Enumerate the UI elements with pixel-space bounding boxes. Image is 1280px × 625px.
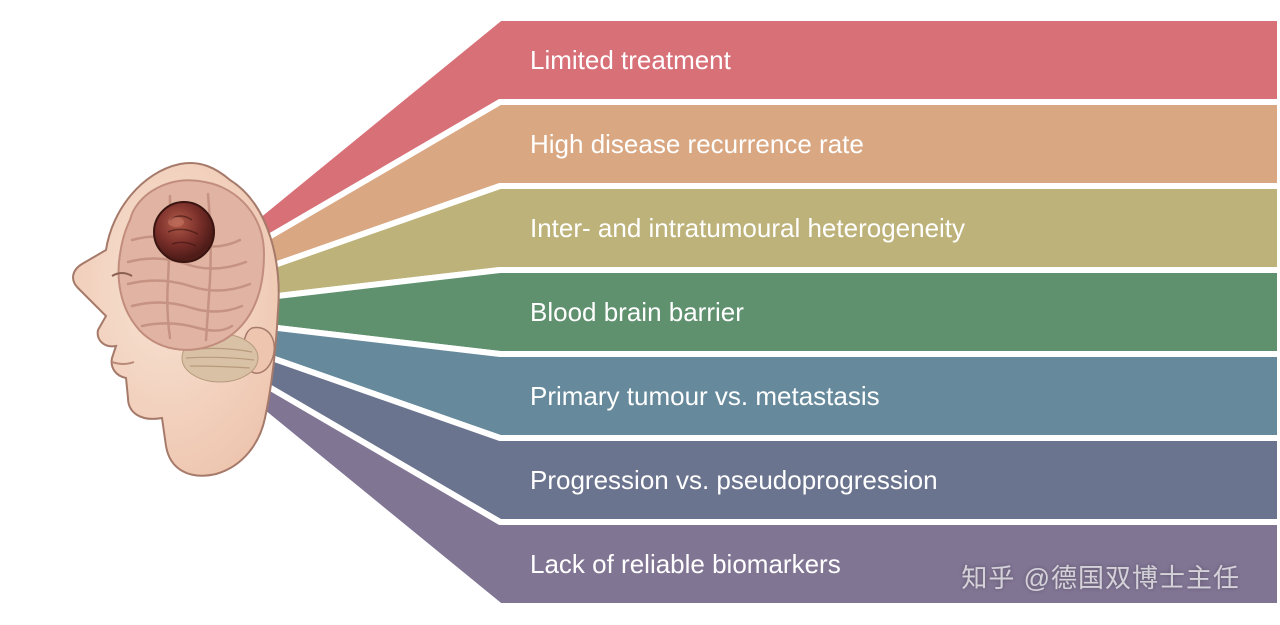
band-label: Limited treatment (530, 18, 731, 102)
band-label: High disease recurrence rate (530, 102, 864, 186)
band-label: Blood brain barrier (530, 270, 744, 354)
band-label: Inter- and intratumoural heterogeneity (530, 186, 965, 270)
band-label: Lack of reliable biomarkers (530, 522, 841, 606)
tumor (154, 202, 214, 262)
watermark: 知乎 @德国双博士主任 (961, 558, 1240, 595)
brain-challenges-diagram: Limited treatmentHigh disease recurrence… (0, 0, 1280, 625)
band-label: Primary tumour vs. metastasis (530, 354, 880, 438)
band-label: Progression vs. pseudoprogression (530, 438, 938, 522)
head-illustration (20, 150, 290, 480)
